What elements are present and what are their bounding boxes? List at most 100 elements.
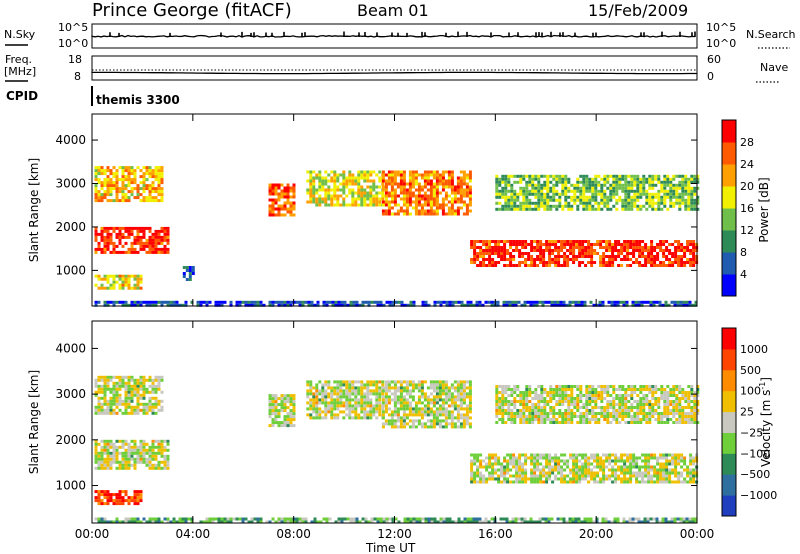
velocity-cell-2 (133, 490, 137, 494)
power-cell-8 (693, 186, 697, 190)
power-cell-8 (603, 177, 607, 181)
power-cell-6 (387, 182, 391, 186)
velocity-cell-5 (399, 419, 403, 423)
velocity-cell-5 (396, 401, 400, 405)
velocity-cell-4 (351, 392, 355, 396)
velocity-cell-6 (476, 471, 480, 475)
velocity-cell-7 (516, 409, 520, 412)
power-cell-1 (94, 187, 98, 191)
nave-tick-low: 0 (707, 70, 714, 83)
velocity-cell-7 (585, 391, 589, 394)
velocity-cell-1 (130, 399, 134, 403)
velocity-cell-7 (540, 415, 544, 418)
velocity-cell-4 (318, 410, 322, 414)
velocity-cell-5 (429, 386, 433, 390)
power-cell-1 (151, 196, 155, 200)
power-cell-9 (580, 303, 584, 307)
power-cell-1 (136, 193, 140, 197)
power-cell-8 (612, 204, 616, 208)
velocity-cell-5 (468, 392, 472, 396)
power-cell-7 (572, 261, 576, 264)
velocity-cell-1 (151, 378, 155, 382)
power-cell-8 (516, 174, 520, 178)
velocity-cell-5 (390, 386, 394, 390)
power-cell-5 (363, 188, 367, 192)
power-cell-8 (603, 180, 607, 184)
power-cell-6 (426, 173, 430, 177)
power-cell-1 (154, 199, 158, 203)
power-cell-1 (157, 172, 161, 176)
power-cell-6 (462, 170, 466, 174)
power-cell-1 (112, 181, 116, 185)
velocity-cell-7 (567, 421, 571, 424)
velocity-cell-6 (593, 477, 597, 481)
velocity-cell-6 (647, 465, 651, 469)
power-cell-5 (369, 194, 373, 198)
power-cell-1 (115, 196, 119, 200)
velocity-cell-7 (510, 394, 514, 397)
power-cell-8 (672, 186, 676, 190)
velocity-cell-7 (648, 406, 652, 409)
velocity-cell-0 (127, 463, 131, 467)
velocity-cell-4 (306, 395, 310, 399)
velocity-cell-6 (488, 474, 492, 478)
velocity-cell-7 (504, 403, 508, 406)
velocity-cell-6 (560, 477, 564, 481)
power-cell-7 (635, 261, 639, 264)
power-cell-6 (423, 203, 427, 207)
power-cell-2 (121, 274, 125, 278)
power-cell-6 (456, 191, 460, 195)
velocity-cell-6 (668, 459, 672, 463)
velocity-cell-5 (411, 398, 415, 402)
velocity-cell-7 (648, 418, 652, 421)
power-cell-8 (534, 177, 538, 181)
power-cell-4 (271, 192, 275, 196)
power-cell-8 (690, 180, 694, 184)
velocity-cell-7 (528, 418, 532, 421)
velocity-cell-7 (510, 388, 514, 391)
velocity-cell-2 (97, 496, 101, 500)
velocity-cell-5 (456, 413, 460, 417)
power-cell-8 (510, 201, 514, 205)
velocity-cell-5 (441, 401, 445, 405)
power-cell-8 (522, 204, 526, 208)
power-cell-0 (103, 241, 107, 245)
power-cell-7 (626, 258, 630, 261)
velocity-cell-1 (139, 384, 143, 388)
power-cell-7 (689, 249, 693, 252)
velocity-cell-6 (668, 480, 672, 484)
power-cell-8 (600, 195, 604, 199)
power-cell-6 (381, 185, 385, 189)
velocity-cell-6 (551, 456, 555, 460)
velocity-cell-6 (680, 471, 684, 475)
velocity-cell-6 (644, 459, 648, 463)
velocity-cell-7 (648, 388, 652, 391)
power-cell-6 (396, 203, 400, 207)
velocity-cell-5 (462, 389, 466, 393)
power-cell-2 (124, 283, 128, 287)
power-cell-1 (130, 187, 134, 191)
date-title: 15/Feb/2009 (588, 1, 688, 20)
power-cell-6 (405, 206, 409, 210)
velocity-cell-2 (100, 493, 104, 497)
velocity-cell-5 (450, 416, 454, 420)
velocity-cell-0 (163, 445, 167, 449)
velocity-cell-7 (522, 403, 526, 406)
power-cell-1 (127, 196, 131, 200)
power-cell-6 (390, 191, 394, 195)
power-cell-5 (330, 197, 334, 201)
velocity-cell-6 (680, 456, 684, 460)
power-cell-6 (435, 194, 439, 198)
power-cell-0 (154, 250, 158, 254)
velocity-cell-3 (274, 403, 278, 407)
power-cell-6 (435, 188, 439, 192)
power-cell-7 (530, 240, 534, 243)
power-cell-7 (572, 255, 576, 258)
velocity-cell-6 (560, 474, 564, 478)
power-cell-5 (333, 176, 337, 180)
power-cell-9 (283, 300, 287, 304)
velocity-cell-1 (154, 378, 158, 382)
velocity-cell-7 (600, 394, 604, 397)
power-cell-9 (283, 303, 287, 307)
power-cell-7 (524, 264, 528, 267)
